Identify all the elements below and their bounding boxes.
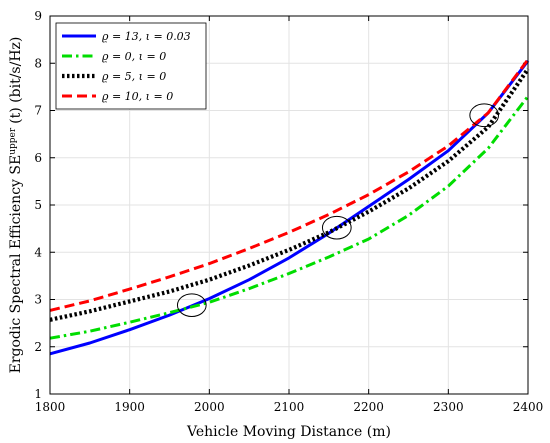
x-tick-label: 2200 [353,400,384,414]
y-ticks: 1 2 3 4 5 6 7 8 9 [34,9,528,401]
y-tick-label: 5 [34,198,42,212]
legend-label: ϱ = 13, ι = 0.03 [102,30,191,43]
y-tick-label: 2 [34,340,42,354]
legend-label: ϱ = 10, ι = 0 [102,90,173,103]
y-tick-label: 3 [34,293,42,307]
y-tick-label: 1 [34,387,42,401]
y-axis-label: Ergodic Spectral Efficiency SEupper (t) (… [8,37,24,374]
x-ticks: 1800 1900 2000 2100 2200 2300 2400 [35,16,544,414]
legend-label: ϱ = 5, ι = 0 [102,70,166,83]
x-tick-label: 1800 [35,400,66,414]
y-axis-label-main: Ergodic Spectral Efficiency SE [8,155,24,374]
x-tick-label: 2100 [274,400,305,414]
series-line-1 [49,59,530,356]
series-lines [49,58,530,356]
y-axis-label-sup: upper [8,127,18,155]
x-axis-label: Vehicle Moving Distance (m) [186,424,391,440]
x-tick-label: 2000 [194,400,225,414]
legend: ϱ = 13, ι = 0.03 ϱ = 0, ι = 0 ϱ = 5, ι = 0… [55,22,207,110]
x-tick-label: 1900 [114,400,145,414]
y-tick-label: 7 [34,104,42,118]
annotation-ellipse [176,293,207,318]
y-tick-label: 6 [34,151,42,165]
x-tick-label: 2400 [513,400,544,414]
y-axis-label-tail: (t) (bit/s/Hz) [8,37,24,124]
plot-frame [49,15,529,395]
y-tick-label: 9 [34,9,42,23]
series-line-4 [49,58,530,312]
annotation-ellipse [469,103,500,128]
x-tick-label: 2300 [433,400,464,414]
series-line-2 [49,95,530,340]
y-tick-label: 4 [34,245,42,259]
annotation-ellipses [176,103,500,318]
legend-label: ϱ = 0, ι = 0 [102,50,166,63]
y-tick-label: 8 [34,56,42,70]
series-line-3 [49,67,530,322]
annotation-ellipse [321,215,352,240]
